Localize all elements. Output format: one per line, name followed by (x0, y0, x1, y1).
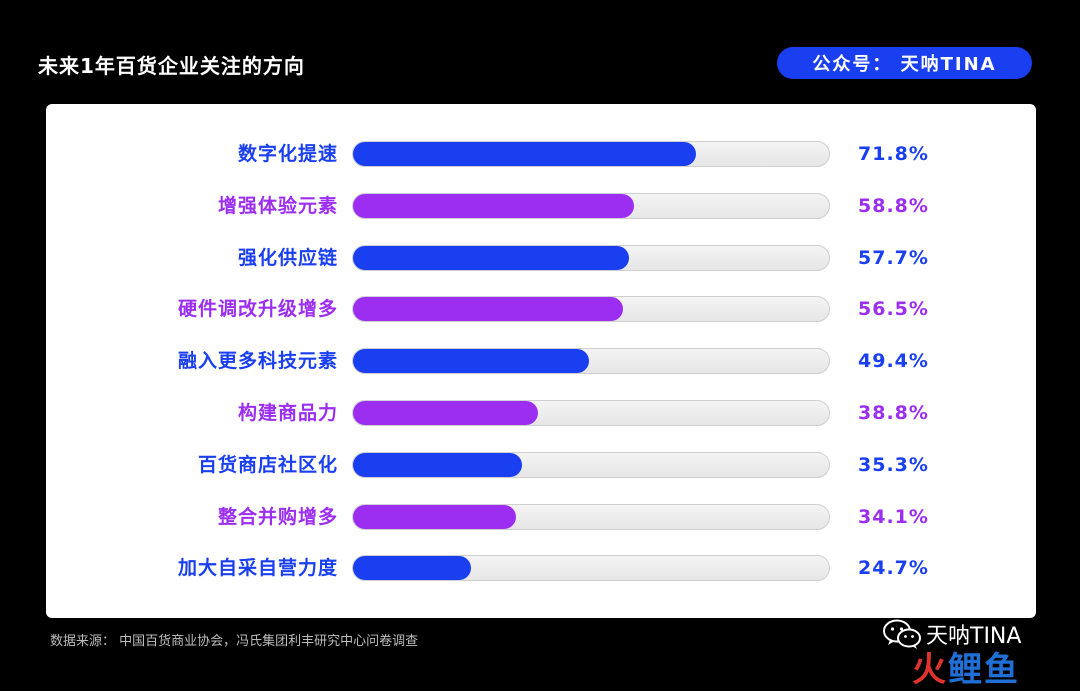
bar-value-label: 49.4% (858, 350, 929, 373)
bar-value-label: 38.8% (858, 402, 929, 424)
site-watermark-part2: 鲤鱼 (948, 650, 1020, 690)
chart-card: 数字化提速 71.8% 增强体验元素 58.8% 强化供应链 57.7% 硬件调改升级增多 5… (46, 104, 1036, 618)
wechat-icon (883, 619, 921, 649)
bar-category-label: 增强体验元素 (217, 194, 338, 217)
account-badge: 公众号： 天呐TINA (777, 47, 1032, 79)
bar-track (352, 192, 830, 219)
watermark-account: 天呐TINA (926, 624, 1022, 649)
bar-value-label: 35.3% (858, 453, 929, 476)
bar-track (352, 555, 830, 582)
bar-fill (353, 297, 624, 322)
bar-track (352, 503, 830, 530)
bar-track (352, 400, 830, 426)
bar-fill (353, 556, 472, 581)
bar-fill (353, 142, 697, 166)
page-title: 未来1年百货企业关注的方向 (38, 54, 305, 78)
bar-category-label: 强化供应链 (237, 246, 338, 269)
bar-category-label: 构建商品力 (237, 402, 338, 424)
bar-value-label: 58.8% (858, 194, 929, 217)
bar-row: 强化供应链 57.7% (46, 244, 1036, 272)
bar-track (352, 348, 830, 375)
bar-category-label: 整合并购增多 (217, 505, 338, 528)
bar-track (352, 296, 830, 323)
bar-fill (353, 401, 539, 425)
bar-value-label: 56.5% (858, 298, 929, 321)
bar-row: 加大自采自营力度 24.7% (46, 554, 1036, 582)
bar-value-label: 57.7% (858, 246, 929, 269)
bar-fill (353, 245, 629, 270)
watermark: 天呐TINA (882, 618, 1021, 650)
bar-row: 增强体验元素 58.8% (46, 192, 1036, 220)
bar-category-label: 硬件调改升级增多 (177, 298, 338, 321)
bar-fill (353, 349, 590, 374)
bar-category-label: 数字化提速 (237, 143, 338, 165)
bar-value-label: 34.1% (858, 505, 929, 528)
bar-fill (353, 193, 635, 218)
bar-category-label: 百货商店社区化 (197, 453, 338, 476)
site-watermark: 火鲤鱼 (912, 642, 1020, 691)
bar-value-label: 71.8% (858, 143, 929, 165)
source-note: 数据来源： 中国百货商业协会，冯氏集团利丰研究中心问卷调查 (50, 634, 419, 649)
bar-category-label: 融入更多科技元素 (177, 350, 338, 373)
bar-row: 整合并购增多 34.1% (46, 503, 1036, 531)
bar-track (352, 244, 830, 271)
bar-row: 数字化提速 71.8% (46, 140, 1036, 168)
bar-fill (353, 504, 516, 529)
bar-row: 构建商品力 38.8% (46, 399, 1036, 427)
site-watermark-part1: 火 (912, 650, 948, 690)
bar-fill (353, 452, 522, 477)
bar-row: 百货商店社区化 35.3% (46, 451, 1036, 479)
bar-value-label: 24.7% (858, 557, 929, 580)
bar-row: 融入更多科技元素 49.4% (46, 347, 1036, 375)
bar-category-label: 加大自采自营力度 (177, 557, 338, 580)
bar-row: 硬件调改升级增多 56.5% (46, 295, 1036, 323)
bar-track (352, 451, 830, 478)
bar-track (352, 141, 830, 167)
